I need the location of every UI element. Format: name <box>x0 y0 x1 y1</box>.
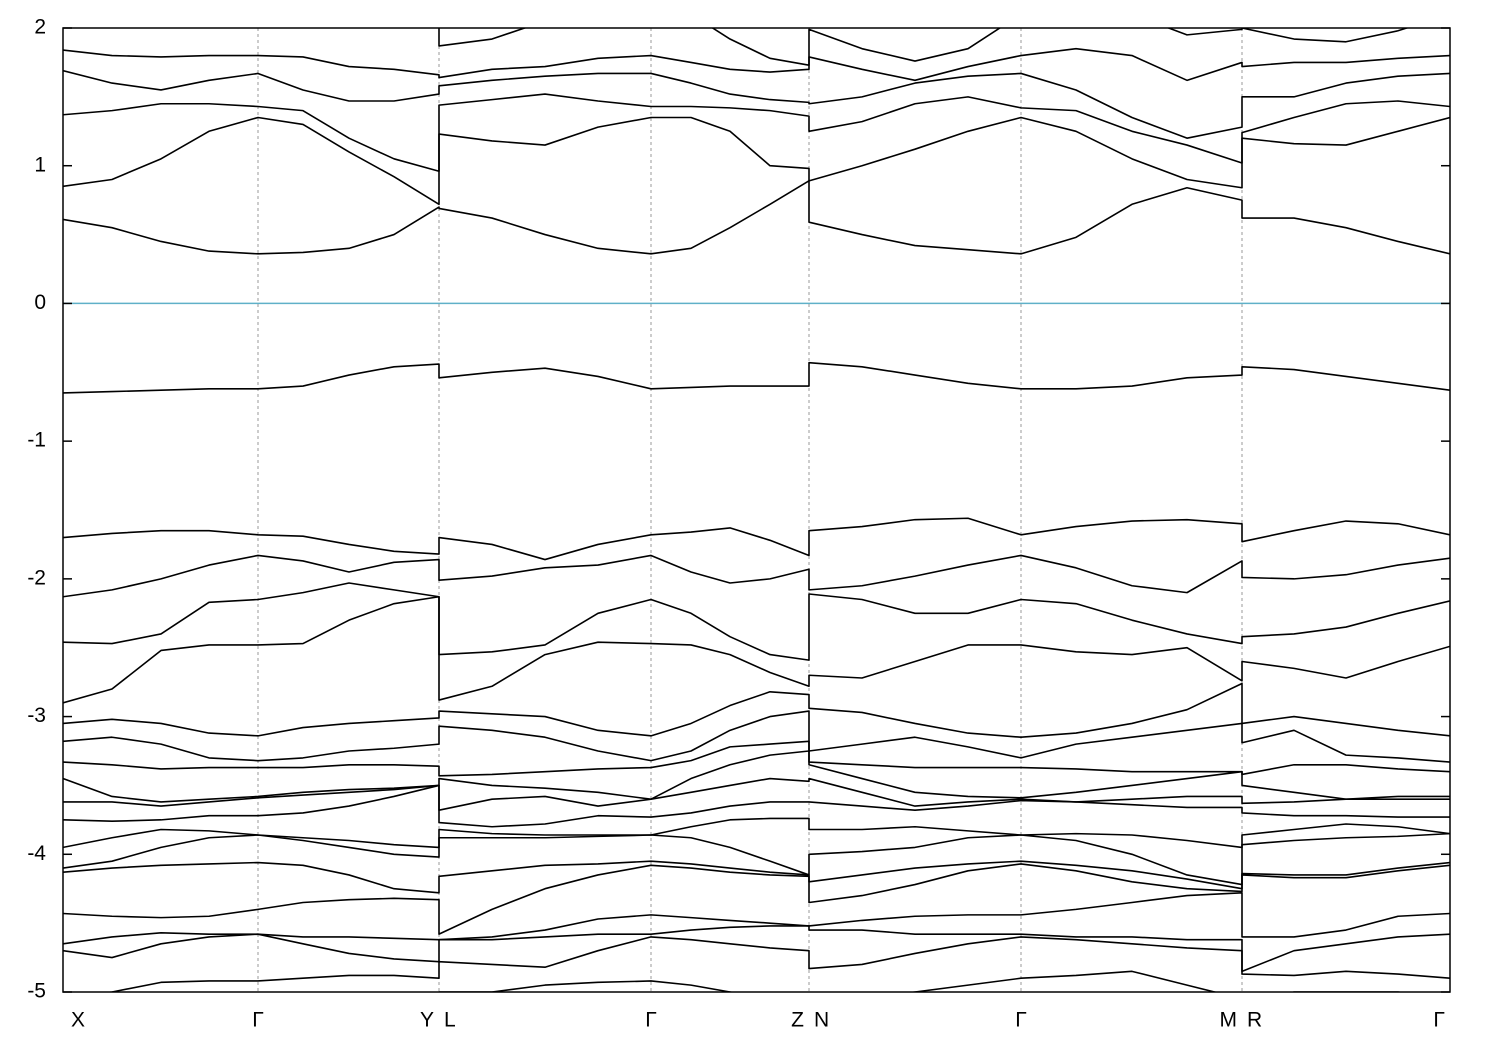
y-tick-label: -5 <box>27 980 46 1003</box>
band-line <box>438 28 1410 66</box>
band-line <box>63 69 1450 139</box>
band-line <box>63 784 1450 828</box>
band-line <box>63 860 1450 894</box>
grid <box>63 28 1450 992</box>
band-line <box>63 892 1450 945</box>
x-tick-label: Z <box>791 1009 804 1032</box>
band-line <box>63 554 1450 598</box>
x-tick-label: L <box>444 1009 456 1032</box>
band-line <box>106 936 1450 992</box>
band-line <box>63 361 1450 394</box>
y-tick-label: -3 <box>27 704 46 727</box>
y-tick-label: 1 <box>34 153 46 176</box>
y-tick-label: -1 <box>27 429 46 452</box>
plot-frame <box>62 27 1451 993</box>
band-line <box>63 93 1450 173</box>
band-line <box>63 517 1450 561</box>
band-line <box>63 116 1450 206</box>
band-line <box>63 180 1450 255</box>
x-tick-label: X <box>71 1009 85 1032</box>
y-tick-label: 2 <box>34 16 46 39</box>
band-line <box>63 750 1450 803</box>
x-tick-label: Γ <box>252 1009 264 1032</box>
band-line <box>63 682 1450 739</box>
labels: -5 -4 -3 -2 -1 0 1 2 X Γ Y L Γ Z N Γ M R Γ <box>27 16 1450 1032</box>
band-line <box>63 47 1450 82</box>
band-line <box>63 710 1450 763</box>
x-tick-label: R <box>1247 1009 1262 1032</box>
bands <box>63 28 1450 992</box>
band-line <box>63 777 1450 812</box>
y-tick-label: 0 <box>34 291 46 314</box>
band-line <box>63 925 1450 973</box>
band-line <box>63 595 1450 704</box>
y-tick-label: -2 <box>27 566 46 589</box>
band-line <box>63 863 1450 935</box>
band-line <box>63 817 1450 849</box>
band-line <box>63 740 1450 777</box>
x-tick-label: Y <box>420 1009 434 1032</box>
x-tick-label: Γ <box>1433 1009 1445 1032</box>
x-tick-label: Γ <box>645 1009 657 1032</box>
x-tick-label: Γ <box>1015 1009 1027 1032</box>
band-line <box>63 832 1450 886</box>
band-line <box>63 582 1450 661</box>
x-tick-label: M <box>1220 1009 1238 1032</box>
x-tick-label: N <box>814 1009 829 1032</box>
y-tick-label: -4 <box>27 842 46 865</box>
